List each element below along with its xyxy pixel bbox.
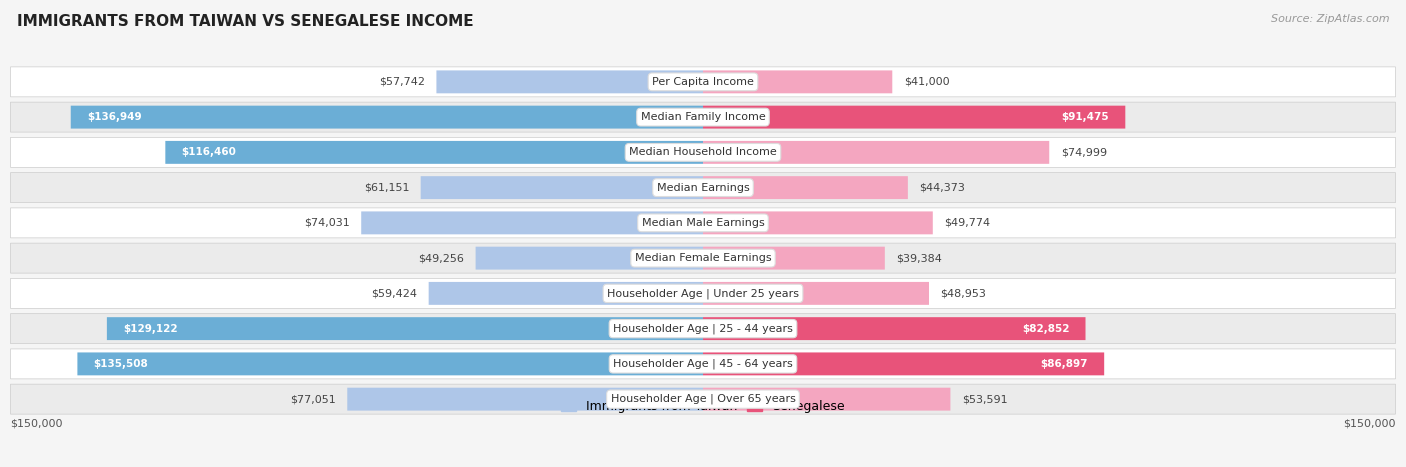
FancyBboxPatch shape (107, 317, 703, 340)
FancyBboxPatch shape (703, 71, 893, 93)
FancyBboxPatch shape (10, 314, 1396, 344)
Text: Householder Age | 45 - 64 years: Householder Age | 45 - 64 years (613, 359, 793, 369)
Text: $129,122: $129,122 (124, 324, 177, 333)
FancyBboxPatch shape (703, 317, 1085, 340)
Text: $48,953: $48,953 (941, 289, 987, 298)
Text: Source: ZipAtlas.com: Source: ZipAtlas.com (1271, 14, 1389, 24)
FancyBboxPatch shape (703, 212, 932, 234)
FancyBboxPatch shape (361, 212, 703, 234)
FancyBboxPatch shape (420, 176, 703, 199)
Text: $116,460: $116,460 (181, 148, 236, 157)
FancyBboxPatch shape (703, 141, 1049, 164)
Text: $136,949: $136,949 (87, 112, 142, 122)
Text: Householder Age | Over 65 years: Householder Age | Over 65 years (610, 394, 796, 404)
FancyBboxPatch shape (10, 137, 1396, 167)
Text: $49,256: $49,256 (418, 253, 464, 263)
FancyBboxPatch shape (70, 106, 703, 128)
Text: $150,000: $150,000 (1343, 418, 1396, 429)
Text: Median Male Earnings: Median Male Earnings (641, 218, 765, 228)
Text: $135,508: $135,508 (94, 359, 148, 369)
Text: Householder Age | Under 25 years: Householder Age | Under 25 years (607, 288, 799, 298)
Text: $53,591: $53,591 (962, 394, 1008, 404)
Text: $74,031: $74,031 (304, 218, 350, 228)
Text: $61,151: $61,151 (364, 183, 409, 192)
FancyBboxPatch shape (77, 353, 703, 375)
FancyBboxPatch shape (10, 278, 1396, 308)
FancyBboxPatch shape (10, 349, 1396, 379)
Text: $91,475: $91,475 (1062, 112, 1109, 122)
Text: $74,999: $74,999 (1060, 148, 1107, 157)
Text: Median Earnings: Median Earnings (657, 183, 749, 192)
Text: $44,373: $44,373 (920, 183, 966, 192)
Text: $39,384: $39,384 (897, 253, 942, 263)
FancyBboxPatch shape (10, 384, 1396, 414)
Text: $57,742: $57,742 (378, 77, 425, 87)
Text: $82,852: $82,852 (1022, 324, 1070, 333)
Legend: Immigrants from Taiwan, Senegalese: Immigrants from Taiwan, Senegalese (555, 395, 851, 417)
Text: Per Capita Income: Per Capita Income (652, 77, 754, 87)
FancyBboxPatch shape (436, 71, 703, 93)
FancyBboxPatch shape (703, 247, 884, 269)
FancyBboxPatch shape (10, 67, 1396, 97)
Text: $49,774: $49,774 (945, 218, 990, 228)
Text: Median Female Earnings: Median Female Earnings (634, 253, 772, 263)
FancyBboxPatch shape (10, 173, 1396, 203)
FancyBboxPatch shape (10, 243, 1396, 273)
Text: Median Household Income: Median Household Income (628, 148, 778, 157)
FancyBboxPatch shape (429, 282, 703, 305)
Text: $41,000: $41,000 (904, 77, 949, 87)
FancyBboxPatch shape (475, 247, 703, 269)
FancyBboxPatch shape (10, 208, 1396, 238)
Text: Median Family Income: Median Family Income (641, 112, 765, 122)
FancyBboxPatch shape (10, 102, 1396, 132)
Text: $59,424: $59,424 (371, 289, 418, 298)
Text: IMMIGRANTS FROM TAIWAN VS SENEGALESE INCOME: IMMIGRANTS FROM TAIWAN VS SENEGALESE INC… (17, 14, 474, 29)
FancyBboxPatch shape (347, 388, 703, 410)
Text: $77,051: $77,051 (290, 394, 336, 404)
FancyBboxPatch shape (703, 106, 1125, 128)
FancyBboxPatch shape (166, 141, 703, 164)
FancyBboxPatch shape (703, 176, 908, 199)
FancyBboxPatch shape (703, 388, 950, 410)
Text: Householder Age | 25 - 44 years: Householder Age | 25 - 44 years (613, 323, 793, 334)
Text: $150,000: $150,000 (10, 418, 63, 429)
FancyBboxPatch shape (703, 353, 1104, 375)
Text: $86,897: $86,897 (1040, 359, 1088, 369)
FancyBboxPatch shape (703, 282, 929, 305)
